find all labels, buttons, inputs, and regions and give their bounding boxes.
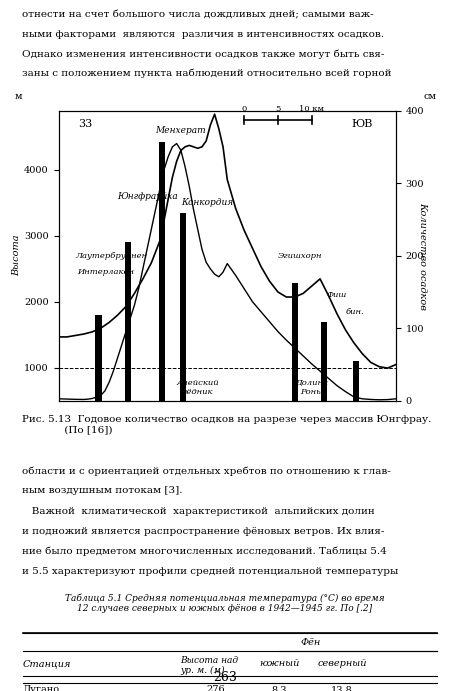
Text: Алейский
лёдник: Алейский лёдник bbox=[176, 379, 219, 396]
Text: области и с ориентацией отдельных хребтов по отношению к глав-: области и с ориентацией отдельных хребто… bbox=[22, 466, 391, 476]
Text: Лугано: Лугано bbox=[22, 685, 59, 691]
Text: 33: 33 bbox=[78, 120, 93, 129]
Text: Эгишхорн: Эгишхорн bbox=[278, 252, 322, 260]
Text: см: см bbox=[423, 92, 436, 101]
Text: Конкордия: Конкордия bbox=[181, 198, 233, 207]
Text: 8,3: 8,3 bbox=[271, 685, 287, 691]
Text: Высота над
ур. м. (м): Высота над ур. м. (м) bbox=[180, 656, 238, 675]
Text: заны с положением пункта наблюдений относительно всей горной: заны с положением пункта наблюдений отно… bbox=[22, 68, 392, 78]
Text: 263: 263 bbox=[213, 671, 237, 684]
Bar bbox=[180, 213, 186, 401]
Text: Фён: Фён bbox=[301, 638, 320, 647]
Text: и 5.5 характеризуют профили средней потенциальной температуры: и 5.5 характеризуют профили средней поте… bbox=[22, 567, 399, 576]
Text: 0: 0 bbox=[242, 105, 247, 113]
Text: Однако изменения интенсивности осадков также могут быть свя-: Однако изменения интенсивности осадков т… bbox=[22, 49, 385, 59]
Text: отнести на счет большого числа дождливых дней; самыми важ-: отнести на счет большого числа дождливых… bbox=[22, 10, 374, 19]
Text: Станция: Станция bbox=[22, 659, 71, 668]
Text: северный: северный bbox=[317, 659, 367, 668]
Text: 276: 276 bbox=[207, 685, 225, 691]
Text: 13,8: 13,8 bbox=[331, 685, 353, 691]
Text: и подножий является распространение фёновых ветров. Их влия-: и подножий является распространение фёно… bbox=[22, 527, 385, 536]
Text: бин.: бин. bbox=[346, 307, 364, 316]
Text: м: м bbox=[14, 92, 22, 101]
Text: ными факторами  являются  различия в интенсивностях осадков.: ными факторами являются различия в интен… bbox=[22, 30, 384, 39]
Text: Таблица 5.1 Средняя потенциальная температура (°С) во время
12 случаев северных : Таблица 5.1 Средняя потенциальная темпер… bbox=[65, 594, 385, 614]
Text: ние было предметом многочисленных исследований. Таблицы 5.4: ние было предметом многочисленных исслед… bbox=[22, 547, 387, 556]
Text: Рис. 5.13  Годовое количество осадков на разрезе через массив Юнгфрау.
         : Рис. 5.13 Годовое количество осадков на … bbox=[22, 415, 432, 434]
Text: Фиш: Фиш bbox=[326, 291, 346, 299]
Text: ЮВ: ЮВ bbox=[351, 120, 373, 129]
Text: Важной  климатической  характеристикой  альпийских долин: Важной климатической характеристикой аль… bbox=[22, 507, 375, 515]
Text: Долина
Роны: Долина Роны bbox=[295, 379, 328, 396]
Text: Лаутербруннен: Лаутербруннен bbox=[76, 252, 148, 260]
Text: Менхерат: Менхерат bbox=[156, 126, 206, 135]
Bar bbox=[321, 321, 328, 401]
Text: 10 км: 10 км bbox=[299, 105, 324, 113]
Text: ным воздушным потокам [3].: ным воздушным потокам [3]. bbox=[22, 486, 183, 495]
Text: 5: 5 bbox=[275, 105, 280, 113]
Bar bbox=[292, 283, 298, 401]
Bar bbox=[95, 315, 102, 401]
Text: Юнгфрауйха: Юнгфрауйха bbox=[117, 192, 178, 201]
Y-axis label: Высота: Высота bbox=[12, 235, 22, 276]
Y-axis label: Количество осадков: Количество осадков bbox=[418, 202, 427, 310]
Bar bbox=[125, 243, 131, 401]
Text: южный: южный bbox=[259, 659, 299, 668]
Bar bbox=[353, 361, 359, 401]
Bar bbox=[159, 142, 165, 401]
Text: Интерлакен: Интерлакен bbox=[77, 268, 135, 276]
